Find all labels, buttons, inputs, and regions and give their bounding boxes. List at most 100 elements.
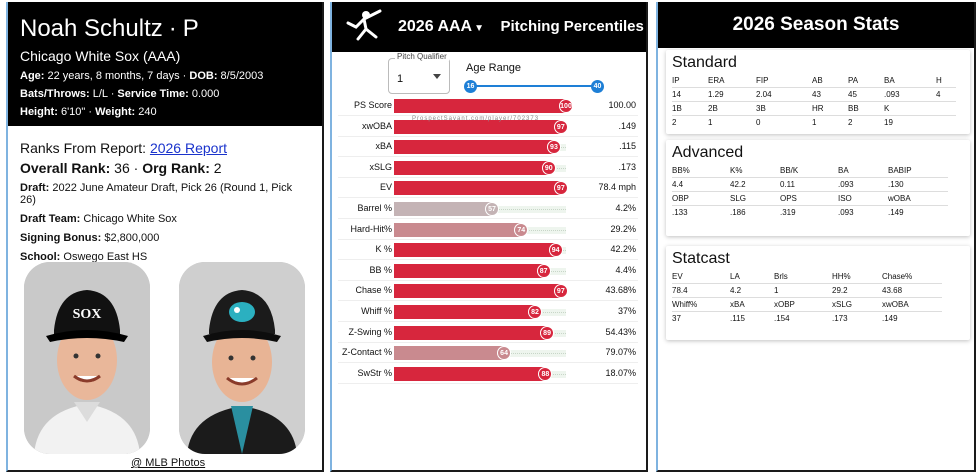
percentile-bar xyxy=(394,366,546,381)
percentile-row: Whiff % 82 37% xyxy=(338,302,638,322)
row-divider xyxy=(338,362,638,364)
pitch-qualifier-value: 1 xyxy=(397,73,404,85)
row-divider xyxy=(338,382,638,384)
percentile-value: .115 xyxy=(619,141,636,152)
percentile-label: Hard-Hit% xyxy=(350,223,392,234)
stat-header-cell: xBA xyxy=(730,297,774,312)
percentile-label: Barrel % xyxy=(357,203,392,213)
advanced-stats-table: BB% K% BB/K BA BABIP 4.4 42.2 0.11.093.130 OBP SL… xyxy=(672,164,948,219)
percentile-label: BB % xyxy=(369,264,392,275)
row-divider xyxy=(338,218,638,219)
stat-value-cell: 19 xyxy=(884,118,893,127)
stat-header-cell: OPS xyxy=(780,191,838,206)
player-photo-white-sox: SOX xyxy=(24,262,150,454)
percentile-row: Barrel % 57 4.2% xyxy=(338,199,638,219)
season-select[interactable]: 2026 AAA xyxy=(398,18,473,35)
percentile-badge: 97 xyxy=(553,284,568,299)
photo-credit[interactable]: @ MLB Photos xyxy=(131,457,206,469)
height-weight-line: Height: 6'10" · Weight: 240 xyxy=(20,106,157,118)
percentile-row: BB % 87 4.4% xyxy=(338,261,638,281)
stat-value-cell: 1 xyxy=(774,283,832,298)
percentile-badge: 90 xyxy=(541,160,556,175)
bats-throws-value: L/L xyxy=(92,88,108,100)
stat-value-cell: 4 xyxy=(936,87,956,102)
stat-header-cell: K xyxy=(884,101,936,116)
percentile-row: SwStr % 88 18.07% xyxy=(338,364,638,384)
percentile-badge: 82 xyxy=(528,305,543,319)
stats-row: OBP SLG OPS ISO wOBA xyxy=(672,191,948,206)
standard-stats-card: Standard IP ERA FIP AB PA BA H 14 1.29 2.04 43 45.0… xyxy=(666,50,970,134)
percentile-row: EV 97 78.4 mph xyxy=(338,178,638,199)
stat-header-cell xyxy=(936,101,956,116)
row-divider xyxy=(338,156,638,158)
percentile-label: xwOBA xyxy=(361,120,392,131)
stat-value-cell: 45 xyxy=(848,87,884,102)
dropdown-arrow-icon xyxy=(433,74,441,79)
player-name-line: Noah Schultz · P xyxy=(20,15,199,42)
dob-value: 8/5/2003 xyxy=(220,70,264,82)
player-profile-panel: Noah Schultz · P Chicago White Sox (AAA) A… xyxy=(6,2,324,472)
stats-row: 2 1 0 1 2 19 xyxy=(672,116,956,130)
percentile-value: 54.43% xyxy=(605,326,636,337)
rank-line: Overall Rank: 36 · Org Rank: 2 xyxy=(20,160,222,176)
stats-row: 4.4 42.2 0.11.093.130 xyxy=(672,177,948,192)
stat-header-cell: ISO xyxy=(838,191,888,206)
percentile-value: 4.2% xyxy=(615,203,636,213)
percentile-label: Z-Swing % xyxy=(348,326,392,337)
stat-header-cell: EV xyxy=(672,270,730,284)
report-link[interactable]: 2026 Report xyxy=(149,140,227,156)
stat-value-cell: 2 xyxy=(672,118,677,127)
percentile-bar xyxy=(394,305,536,319)
age-range-max-handle[interactable]: 40 xyxy=(591,80,604,93)
age-range-slider-track[interactable] xyxy=(470,85,598,87)
weight-value: 240 xyxy=(138,106,157,118)
percentile-label: SwStr % xyxy=(357,367,392,378)
percentile-badge: 97 xyxy=(553,119,568,134)
age-range-min-handle[interactable]: 16 xyxy=(464,80,477,93)
chevron-down-icon[interactable]: ▼ xyxy=(474,23,485,34)
percentile-label: xSLG xyxy=(369,161,392,172)
stat-header-cell: ERA xyxy=(708,74,756,88)
stat-value-cell: .093 xyxy=(838,208,854,217)
row-divider xyxy=(338,259,638,261)
ranks-from-report: Ranks From Report: 2026 Report xyxy=(20,140,227,156)
percentile-badge: 87 xyxy=(536,263,551,278)
pitching-percentiles-panel: 2026 AAA ▼ Pitching Percentiles Pitch Qua… xyxy=(330,2,648,472)
percentile-value: 78.4 mph xyxy=(598,182,636,193)
stat-header-cell: 2B xyxy=(708,101,756,116)
stat-header-cell: PA xyxy=(848,74,884,88)
stats-row: 1B 2B 3B HR BB K xyxy=(672,101,956,116)
player-position: P xyxy=(182,15,199,42)
stat-header-cell: xSLG xyxy=(832,297,882,312)
percentile-label: xBA xyxy=(375,141,392,152)
percentile-badge: 89 xyxy=(540,325,555,340)
height-value: 6'10" xyxy=(60,106,86,118)
advanced-title: Advanced xyxy=(672,144,744,161)
stat-value-cell: 4.4 xyxy=(672,177,730,192)
pitcher-silhouette-icon xyxy=(344,9,384,46)
stat-header-cell: FIP xyxy=(756,74,812,88)
percentile-value: .173 xyxy=(618,161,636,172)
pitch-qualifier-select[interactable]: Pitch Qualifier 1 xyxy=(388,52,450,94)
standard-stats-table: IP ERA FIP AB PA BA H 14 1.29 2.04 43 45.093 4 1B 2B 3B… xyxy=(672,74,956,129)
stat-value-cell: 42.2 xyxy=(730,177,780,192)
row-divider xyxy=(338,341,638,343)
stat-value-cell: .154 xyxy=(774,314,790,323)
stat-header-cell: xwOBA xyxy=(882,297,942,312)
stat-value-cell: .319 xyxy=(780,208,796,217)
row-divider xyxy=(338,279,638,281)
stat-value-cell: 43 xyxy=(812,87,848,102)
statcast-stats-card: Statcast EV LA Brls HH% Chase% 78.4 4.2 1 29.2 43… xyxy=(666,246,970,340)
stat-value-cell: 0.11 xyxy=(780,177,838,192)
watermark: ProspectSavant.com/player/702373 xyxy=(412,116,540,122)
profile-header: Noah Schultz · P Chicago White Sox (AAA) A… xyxy=(8,2,322,126)
stats-row: EV LA Brls HH% Chase% xyxy=(672,270,942,284)
stat-header-cell: K% xyxy=(730,164,780,178)
service-time-value: 0.000 xyxy=(191,88,220,100)
row-divider xyxy=(338,238,638,240)
stat-header-cell: BB/K xyxy=(780,164,838,178)
row-divider xyxy=(338,176,638,178)
stat-header-cell: Brls xyxy=(774,270,832,284)
percentile-row: xBA 93 .115 xyxy=(338,137,638,158)
percentile-value: 4.4% xyxy=(615,264,636,275)
